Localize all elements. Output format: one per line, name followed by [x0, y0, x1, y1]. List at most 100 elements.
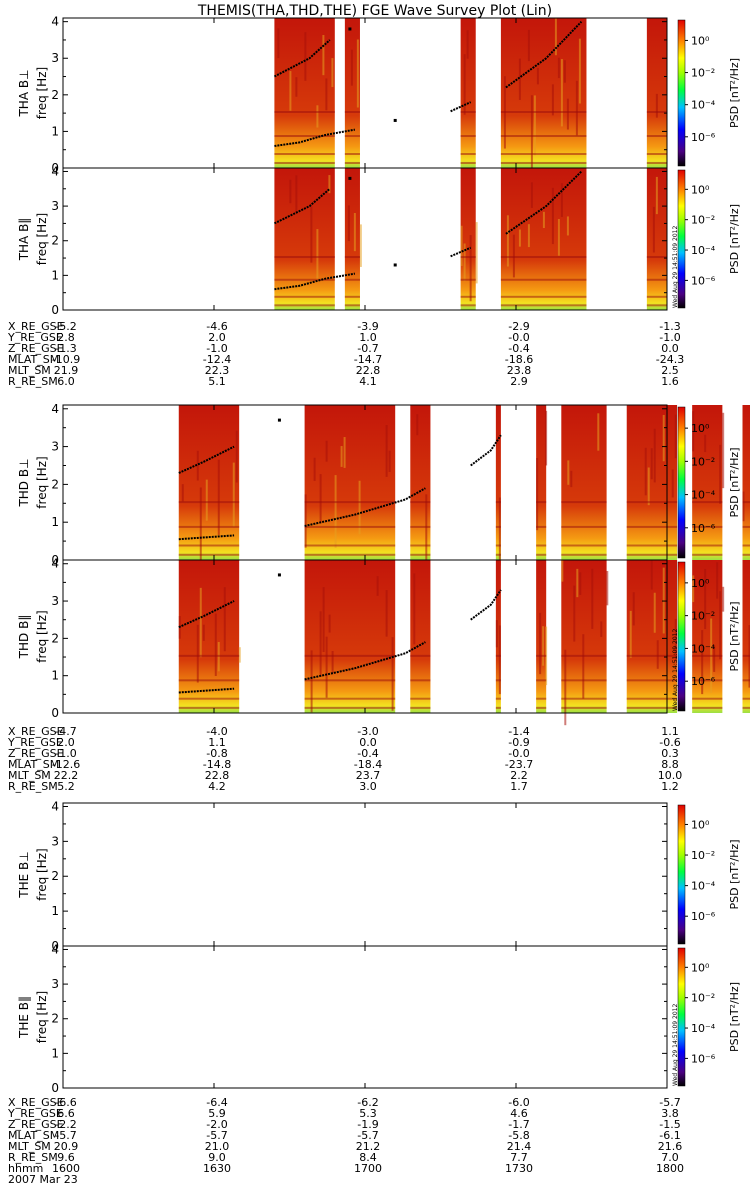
segment-texture: [704, 568, 707, 630]
segment-band: [500, 278, 587, 281]
spectrogram-segment: [410, 405, 431, 565]
ephemeris-row-name: MLAT_SM: [8, 1129, 59, 1142]
segment-band: [692, 654, 723, 657]
spectrogram-segment: [344, 168, 362, 310]
segment-band: [561, 654, 607, 657]
segment-base: [646, 168, 667, 310]
ephemeris-value: -12.6: [52, 758, 80, 771]
spectrogram-segment: [536, 560, 548, 713]
segment-texture: [600, 621, 603, 637]
trace-point: [277, 418, 281, 422]
segment-band: [646, 162, 667, 164]
y-tick-label: 2: [51, 234, 59, 248]
segment-texture: [563, 60, 566, 83]
segment-texture: [199, 487, 202, 562]
segment-texture: [692, 411, 695, 452]
segment-band: [344, 256, 360, 259]
panel-label: THA B⊥: [17, 69, 31, 117]
colorbar-tick-label: 10⁻⁶: [691, 274, 716, 287]
segment-band: [304, 697, 396, 700]
segment-band: [500, 295, 587, 298]
ephemeris-value: -1.0: [206, 342, 227, 355]
ephemeris-value: 3.8: [661, 1107, 679, 1120]
segment-texture: [460, 225, 463, 266]
segment-band: [304, 544, 396, 547]
trace-point: [393, 263, 397, 267]
segment-band: [561, 553, 607, 556]
segment-texture: [560, 183, 563, 217]
segment-texture: [413, 573, 416, 645]
ephemeris-value: 4.2: [208, 780, 226, 793]
segment-texture: [463, 243, 466, 282]
ephemeris-value: 21.0: [205, 1140, 230, 1153]
segment-texture: [662, 414, 665, 462]
y-tick-label: 4: [51, 402, 59, 416]
ephemeris-row-name: Z_RE_GSE: [8, 1118, 64, 1131]
segment-base: [274, 168, 335, 310]
ephemeris-value: 22.2: [54, 769, 79, 782]
segment-base: [742, 560, 750, 713]
segment-band: [274, 256, 335, 259]
segment-band: [500, 111, 587, 113]
segment-texture: [322, 35, 325, 76]
segment-texture: [518, 229, 521, 247]
ephemeris-row-name: R_RE_SM: [8, 1151, 58, 1164]
segment-texture: [498, 497, 501, 566]
ephemeris-value: -0.0: [508, 331, 529, 344]
segment-texture: [325, 636, 328, 698]
segment-base: [304, 405, 396, 560]
segment-band: [536, 544, 547, 547]
segment-base: [626, 405, 678, 560]
ephemeris-value: -0.6: [659, 736, 680, 749]
segment-base: [178, 560, 240, 713]
trace-line: [505, 170, 583, 235]
segment-band: [646, 304, 667, 307]
colorbar-tick-label: 10⁻²: [691, 610, 715, 623]
segment-texture: [385, 425, 388, 477]
segment-texture: [650, 560, 653, 590]
ephemeris-value: 21.2: [356, 1140, 381, 1153]
segment-band: [646, 295, 667, 298]
spectrogram-segment: [274, 168, 335, 310]
colorbar-tick-label: 10⁻²: [691, 214, 715, 227]
segment-base: [410, 560, 431, 713]
y-tick-label: 0: [51, 1081, 59, 1095]
segment-base: [304, 560, 396, 713]
segment-band: [646, 111, 667, 113]
segment-band: [460, 304, 476, 307]
colorbar: 10⁰ 10⁻² 10⁻⁴ 10⁻⁶ PSD [nT²/Hz]: [677, 804, 741, 945]
segment-texture: [235, 430, 238, 483]
segment-band: [495, 654, 501, 657]
ephemeris-value: -14.7: [354, 353, 382, 366]
segment-texture: [304, 32, 307, 81]
y-tick-label: 4: [51, 15, 59, 29]
colorbar-tick-label: 10⁻²: [691, 849, 715, 862]
segment-base: [495, 560, 501, 713]
trace-line: [273, 188, 331, 225]
segment-band: [410, 501, 431, 504]
ephemeris-value: 8.4: [359, 1151, 377, 1164]
colorbar-tick-label: 10⁻²: [691, 67, 715, 80]
panel-label: THD B‖: [17, 615, 31, 660]
y-tick-label: 2: [51, 869, 59, 883]
segment-texture: [463, 54, 466, 115]
segment-band: [344, 162, 360, 164]
ephemeris-value: 22.8: [356, 364, 381, 377]
spectrogram-segment: [561, 560, 609, 726]
trace-point: [277, 573, 281, 577]
segment-texture: [331, 58, 334, 88]
ephemeris-value: 1.2: [661, 780, 679, 793]
colorbar-tick-label: 10⁰: [691, 34, 710, 47]
colorbar-tick-label: 10⁰: [691, 577, 710, 590]
ephemeris-value: 23.8: [507, 364, 532, 377]
ephemeris-value: 6.6: [57, 1107, 75, 1120]
colorbar-tick-label: 10⁰: [691, 422, 710, 435]
segment-band: [742, 501, 750, 504]
panel-tha-b-: 0 1 2 3 4 THA B⊥ freq [Hz] 10⁰ 10⁻² 10⁻⁴ 10⁻⁶ PSD […: [17, 15, 741, 175]
ephemeris-value: 9.0: [208, 1151, 226, 1164]
segment-texture: [536, 67, 539, 85]
segment-texture: [313, 457, 316, 481]
segment-band: [178, 697, 240, 700]
segment-band: [692, 544, 723, 547]
